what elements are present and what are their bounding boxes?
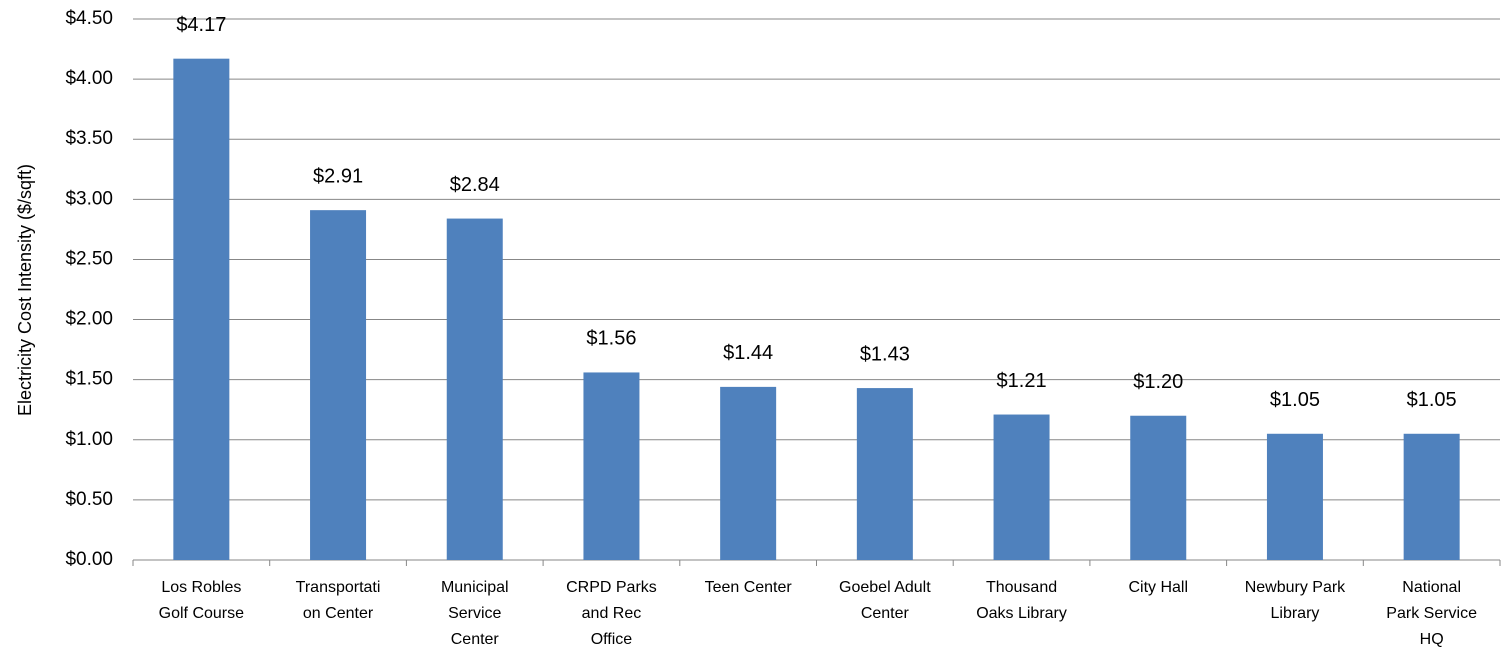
x-tick-label-line: City Hall	[1128, 579, 1188, 596]
y-tick-label: $0.00	[65, 549, 113, 570]
bar	[993, 414, 1050, 560]
data-label: $1.20	[1133, 371, 1183, 393]
x-tick-label-line: Office	[591, 631, 633, 648]
y-tick-label: $2.00	[65, 309, 113, 330]
x-tick-label-line: CRPD Parks	[566, 579, 657, 596]
data-label: $1.56	[586, 328, 636, 350]
x-tick-label: Teen Center	[705, 579, 793, 596]
x-tick-label-line: Transportati	[296, 579, 381, 596]
y-tick-label: $1.50	[65, 369, 113, 390]
bar	[720, 386, 777, 560]
x-tick-label: Municipal Service Center	[441, 579, 509, 648]
x-tick-label-line: Teen Center	[705, 579, 793, 596]
x-tick-label: Transportati on Center	[296, 579, 381, 622]
x-tick-label-line: National	[1402, 579, 1461, 596]
x-tick-label-line: Newbury Park	[1245, 579, 1346, 596]
bar	[1266, 433, 1323, 560]
x-tick-label-line: Center	[861, 605, 910, 622]
x-tick-label-line: and Rec	[582, 605, 642, 622]
x-tick-label-line: Municipal	[441, 579, 509, 596]
y-tick-label: $3.50	[65, 128, 113, 149]
x-tick-label-line: HQ	[1420, 631, 1444, 648]
x-tick-label-line: Park Service	[1386, 605, 1477, 622]
data-label: $2.91	[313, 165, 363, 187]
x-tick-label: Thousand Oaks Library	[976, 579, 1067, 622]
bar	[310, 210, 367, 561]
x-tick-label: Newbury Park Library	[1245, 579, 1346, 622]
x-tick-label-line: Service	[448, 605, 501, 622]
x-tick-label-line: Golf Course	[159, 605, 244, 622]
data-label: $1.05	[1270, 389, 1320, 411]
bar	[856, 388, 913, 560]
data-label: $1.21	[997, 370, 1047, 392]
x-tick-label-line: Los Robles	[161, 579, 241, 596]
data-label: $1.05	[1407, 389, 1457, 411]
x-tick-label: Goebel Adult Center	[839, 579, 931, 622]
x-tick-label-line: Center	[451, 631, 500, 648]
y-axis-title: Electricity Cost Intensity ($/sqft)	[15, 164, 35, 416]
x-tick-label: National Park Service HQ	[1386, 579, 1477, 648]
x-tick-label: CRPD Parks and Rec Office	[566, 579, 657, 648]
y-tick-label: $4.50	[65, 8, 113, 29]
bar	[583, 372, 640, 560]
x-tick-label: Los Robles Golf Course	[159, 579, 244, 622]
y-tick-label: $4.00	[65, 68, 113, 89]
bar	[446, 218, 503, 560]
x-tick-label-line: Oaks Library	[976, 605, 1067, 622]
y-tick-label: $3.00	[65, 188, 113, 209]
x-tick-label: City Hall	[1128, 579, 1188, 596]
data-label: $2.84	[450, 174, 500, 196]
x-tick-label-line: Goebel Adult	[839, 579, 931, 596]
x-tick-label-line: Library	[1270, 605, 1319, 622]
data-label: $1.43	[860, 343, 910, 365]
data-label: $1.44	[723, 342, 773, 364]
y-tick-label: $2.50	[65, 248, 113, 269]
bar	[1403, 433, 1460, 560]
data-label: $4.17	[176, 14, 226, 36]
bar	[173, 58, 230, 560]
bar	[1130, 415, 1187, 560]
x-tick-label-line: Thousand	[986, 579, 1057, 596]
y-tick-label: $0.50	[65, 489, 113, 510]
x-tick-label-line: on Center	[303, 605, 374, 622]
y-tick-label: $1.00	[65, 429, 113, 450]
